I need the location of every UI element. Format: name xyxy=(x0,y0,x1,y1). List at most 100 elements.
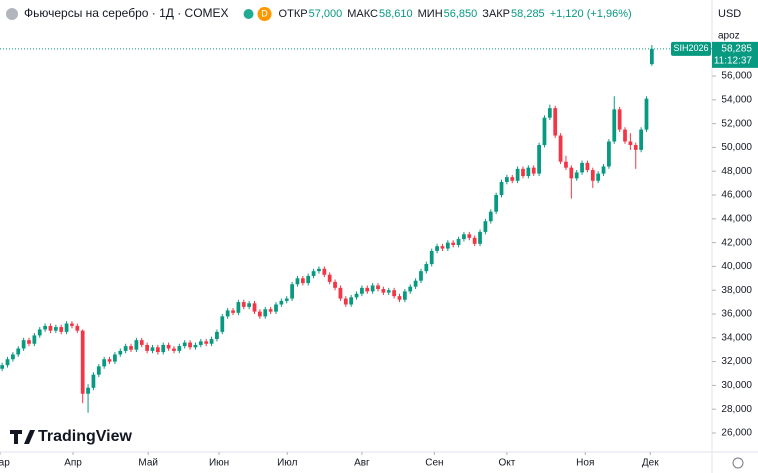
candle-body xyxy=(333,281,337,288)
candle-body xyxy=(526,167,531,176)
candle-body xyxy=(53,327,58,331)
x-tick-label: Авг xyxy=(354,458,370,469)
candle-body xyxy=(564,161,568,168)
change-value: +1,120 (+1,96%) xyxy=(550,8,632,20)
y-tick-label: 48,000 xyxy=(721,166,752,177)
candle-body xyxy=(220,316,225,332)
candle-body xyxy=(161,344,166,353)
y-tick-label: 56,000 xyxy=(721,71,752,82)
candle-body xyxy=(392,290,397,297)
settings-icon[interactable] xyxy=(732,457,744,469)
candle-body xyxy=(402,291,407,300)
candle-body xyxy=(225,310,230,317)
candle-body xyxy=(365,287,370,292)
candle-body xyxy=(542,117,547,146)
candle-body xyxy=(96,366,101,375)
candle-body xyxy=(569,167,574,179)
candle-body xyxy=(617,109,622,130)
candle-body xyxy=(488,211,493,222)
status-dot xyxy=(243,9,254,19)
y-tick-label: 38,000 xyxy=(721,285,752,296)
candle-body xyxy=(86,387,90,394)
candle-body xyxy=(290,284,294,299)
candle-body xyxy=(386,290,391,293)
candle-body xyxy=(483,221,488,232)
close-label: ЗАКР xyxy=(482,8,510,20)
badge-bg xyxy=(257,7,272,21)
candle-body xyxy=(80,330,85,394)
candle-body xyxy=(209,338,214,344)
candle-body xyxy=(279,300,284,305)
candle-body xyxy=(515,168,520,181)
y-tick-label: 40,000 xyxy=(721,261,752,272)
high-value: 58,610 xyxy=(379,8,413,20)
symbol-icon xyxy=(6,8,18,20)
candle-body xyxy=(182,342,187,347)
scale-mode[interactable]: apoz xyxy=(718,31,740,42)
y-tick-label: 28,000 xyxy=(721,404,752,415)
candle-body xyxy=(623,129,627,142)
low-label: МИН xyxy=(418,8,443,20)
candle-body xyxy=(649,48,654,65)
candle-body xyxy=(451,242,456,245)
candle-body xyxy=(590,170,595,181)
candle-body xyxy=(198,341,203,345)
open-label: ОТКР xyxy=(279,8,308,20)
candle-body xyxy=(129,346,133,350)
candle-body xyxy=(574,172,579,179)
candle-body xyxy=(317,268,321,272)
candle-body xyxy=(11,354,15,360)
candle-body xyxy=(505,177,509,182)
candle-body xyxy=(5,359,10,366)
candle-body xyxy=(311,271,316,276)
candle-body xyxy=(91,374,96,388)
candle-body xyxy=(134,340,139,350)
candle-body xyxy=(75,325,80,331)
x-tick-label: Сен xyxy=(425,458,443,469)
symbol-title: Фьючерсы на серебро · 1Д · COMEX xyxy=(24,6,229,20)
candle-body xyxy=(370,285,375,292)
candle-body xyxy=(531,167,536,174)
candle-body xyxy=(478,231,482,244)
y-tick-label: 36,000 xyxy=(721,309,752,320)
symbol-label: SIH2026 xyxy=(673,43,708,53)
candle-body xyxy=(462,234,466,240)
candle-body xyxy=(118,350,123,355)
candle-body xyxy=(59,327,64,332)
countdown: 11:12:37 xyxy=(714,55,753,66)
candle-body xyxy=(258,311,262,317)
candle-body xyxy=(628,141,633,146)
candle-body xyxy=(139,340,144,345)
candle-body xyxy=(510,177,515,181)
candle-body xyxy=(64,323,69,332)
y-tick-label: 42,000 xyxy=(721,237,752,248)
candle-body xyxy=(612,109,617,142)
candle-body xyxy=(193,344,198,348)
high-label: МАКС xyxy=(347,8,378,20)
candle-body xyxy=(327,274,332,282)
candle-body xyxy=(231,310,235,313)
last-price-box xyxy=(712,41,758,68)
candle-body xyxy=(607,141,611,167)
candle-body xyxy=(558,135,563,162)
open-value: 57,000 xyxy=(309,8,343,20)
candle-body xyxy=(419,271,423,281)
candle-body xyxy=(376,285,380,290)
x-tick-label: Апр xyxy=(64,458,82,469)
x-tick-label: Ноя xyxy=(576,458,594,469)
low-value: 56,850 xyxy=(444,8,478,20)
candle-body xyxy=(338,287,343,299)
x-tick-label: Май xyxy=(138,458,158,469)
candle-body xyxy=(150,347,155,351)
candle-body xyxy=(322,268,327,275)
candle-body xyxy=(123,346,128,351)
candle-body xyxy=(263,309,268,317)
candle-body xyxy=(397,296,402,300)
candle-body xyxy=(241,302,246,307)
symbol-box xyxy=(671,41,711,56)
candle-body xyxy=(172,348,176,351)
candle-body xyxy=(16,348,21,355)
y-tick-label: 30,000 xyxy=(721,380,752,391)
currency[interactable]: USD xyxy=(718,8,741,20)
